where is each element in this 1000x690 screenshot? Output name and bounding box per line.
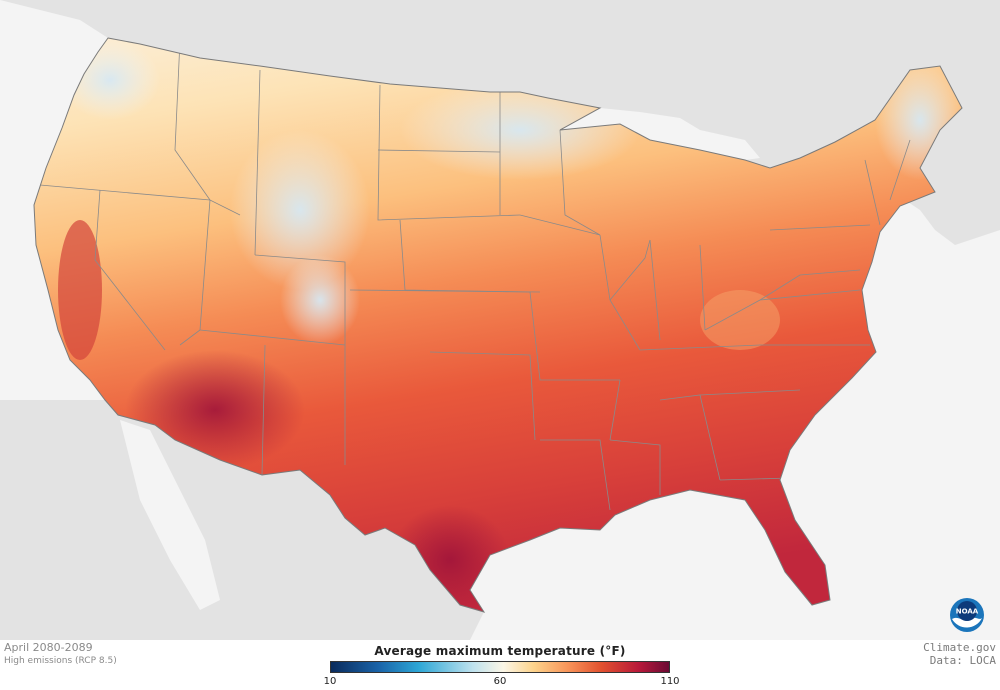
data-source: Data: LOCA bbox=[929, 654, 996, 667]
time-period: April 2080-2089 bbox=[4, 641, 93, 654]
legend-title: Average maximum temperature (°F) bbox=[374, 644, 626, 658]
state-borders bbox=[39, 39, 911, 511]
cascades-cool bbox=[60, 40, 160, 120]
legend-colorbar bbox=[330, 661, 670, 673]
colorado-cool bbox=[280, 255, 360, 345]
noaa-logo-icon: NOAA bbox=[950, 598, 984, 632]
map-footer: April 2080-2089 High emissions (RCP 8.5)… bbox=[0, 640, 1000, 690]
canada-landmass bbox=[0, 0, 1000, 245]
legend-tick-max: 110 bbox=[660, 676, 680, 687]
baja-california bbox=[120, 420, 220, 610]
emissions-scenario: High emissions (RCP 8.5) bbox=[4, 656, 117, 666]
legend-tick-mid: 60 bbox=[493, 676, 507, 687]
noaa-logo-text: NOAA bbox=[956, 608, 979, 616]
great-lakes bbox=[560, 108, 760, 162]
appalachian-cool bbox=[700, 290, 780, 350]
temperature-map bbox=[0, 0, 1000, 640]
central-valley-hotspot bbox=[58, 220, 102, 360]
northern-plains-cool bbox=[400, 80, 640, 180]
credit-text: Climate.gov bbox=[923, 641, 996, 654]
legend-tick-min: 10 bbox=[323, 676, 337, 687]
rockies-cool bbox=[230, 130, 370, 290]
mexico-landmass bbox=[0, 400, 484, 640]
